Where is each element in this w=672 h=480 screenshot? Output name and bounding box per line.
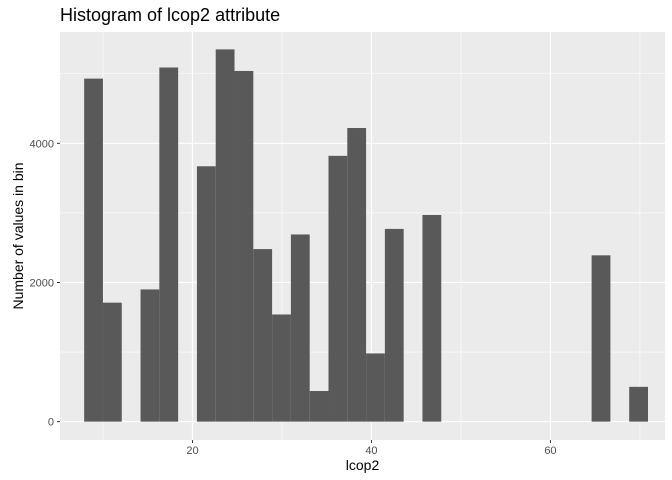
x-axis-ticks: 20 40 60 bbox=[186, 440, 557, 457]
histogram-bar bbox=[102, 302, 122, 422]
histogram-bar bbox=[253, 249, 273, 422]
histogram-bar bbox=[366, 353, 385, 422]
histogram-bar bbox=[234, 70, 254, 422]
histogram-bars bbox=[84, 49, 648, 422]
y-tick-label: 4000 bbox=[30, 138, 54, 150]
histogram-bar bbox=[309, 391, 329, 422]
histogram-bar bbox=[84, 78, 103, 422]
x-tick-label: 20 bbox=[186, 445, 198, 457]
histogram-bar bbox=[140, 289, 160, 422]
histogram-bar bbox=[215, 49, 235, 422]
x-tick-label: 60 bbox=[544, 445, 556, 457]
histogram-bar bbox=[159, 67, 179, 422]
chart-title: Histogram of lcop2 attribute bbox=[60, 5, 281, 25]
y-axis-ticks: 0 2000 4000 bbox=[30, 138, 60, 429]
histogram-bar bbox=[347, 128, 367, 422]
histogram-bar bbox=[196, 166, 216, 422]
y-tick-label: 2000 bbox=[30, 277, 54, 289]
histogram-bar bbox=[422, 214, 442, 422]
histogram-bar bbox=[272, 314, 291, 422]
x-axis-title: lcop2 bbox=[346, 457, 380, 473]
histogram-bar bbox=[328, 155, 348, 422]
y-axis-title: Number of values in bin bbox=[10, 162, 26, 309]
histogram-bar bbox=[290, 234, 310, 422]
x-tick-label: 40 bbox=[365, 445, 377, 457]
histogram-bar bbox=[591, 255, 611, 422]
histogram-bar bbox=[629, 386, 648, 422]
y-tick-label: 0 bbox=[48, 417, 54, 429]
histogram-bar bbox=[384, 228, 404, 422]
